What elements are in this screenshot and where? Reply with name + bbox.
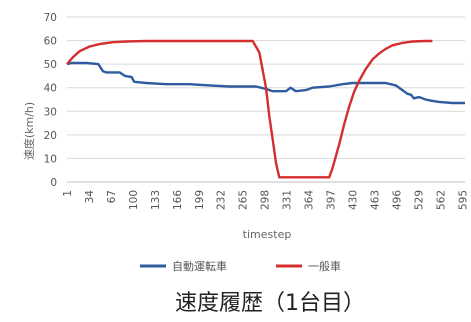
x-tick-label: 133 [150,190,162,210]
x-tick-label: 529 [413,190,425,210]
y-tick-label: 70 [44,12,57,24]
x-tick-label: 67 [106,190,118,203]
legend-label: 一般車 [308,259,341,273]
y-axis-title: 速度(km/h) [22,102,36,160]
x-tick-label: 34 [84,190,96,204]
x-tick-label: 1 [62,190,74,197]
x-tick-label: 298 [260,190,272,210]
y-tick-label: 10 [44,153,57,165]
x-tick-label: 232 [216,190,228,210]
x-tick-label: 562 [435,190,447,210]
x-tick-label: 100 [128,190,140,210]
y-tick-label: 50 [44,59,57,71]
x-tick-label: 166 [172,190,184,210]
y-axis-ticks: 0 10 20 30 40 50 60 70 [44,12,57,189]
legend: 自動運転車 一般車 [140,259,341,273]
series-lines [66,39,465,179]
y-tick-label: 30 [44,106,57,118]
series-line-2 [66,39,433,179]
x-axis-title: timestep [243,228,292,241]
y-tick-label: 40 [44,83,57,95]
y-tick-label: 0 [50,177,57,189]
x-tick-label: 331 [282,190,294,210]
x-tick-label: 463 [369,190,381,210]
x-tick-label: 199 [194,190,206,210]
x-tick-label: 397 [326,190,338,210]
x-tick-label: 595 [457,190,469,210]
y-tick-label: 60 [44,36,57,48]
x-tick-label: 496 [391,190,403,210]
x-tick-label: 430 [348,190,360,210]
x-axis-ticks: 1 34 67 100 133 166 199 232 265 298 331 364 397 430 46… [62,190,469,210]
series-line-1 [66,61,465,105]
y-tick-label: 20 [44,130,57,142]
x-tick-label: 265 [238,190,250,210]
legend-label: 自動運転車 [172,259,227,273]
x-tick-label: 364 [304,190,316,210]
chart-caption: 速度履歴（1台目） [175,291,365,316]
